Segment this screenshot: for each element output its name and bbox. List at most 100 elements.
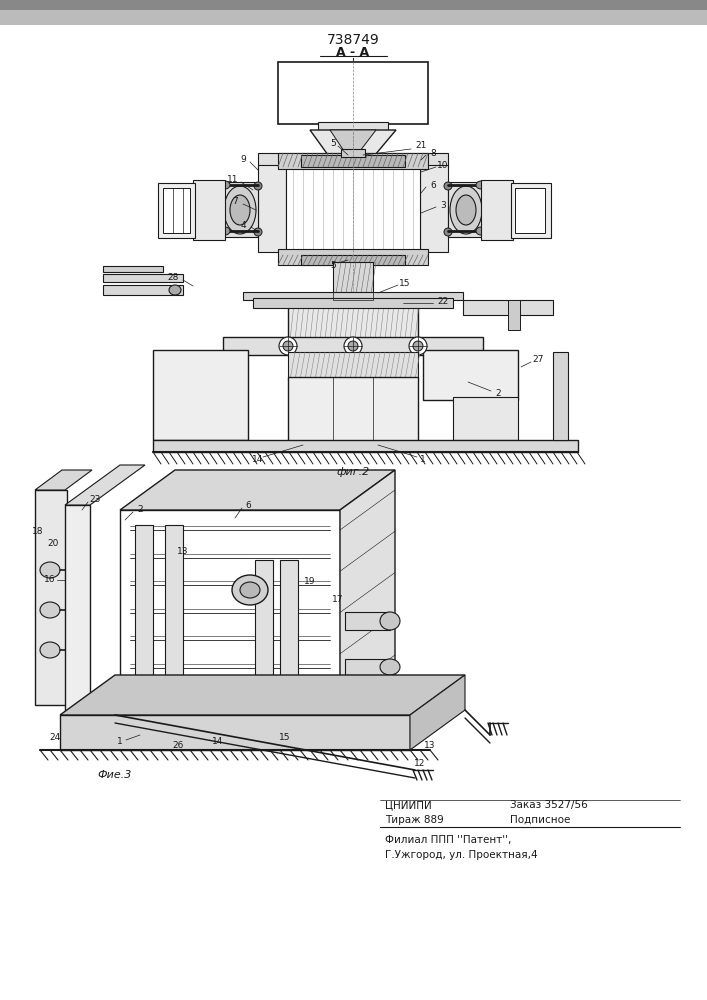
Polygon shape	[60, 675, 465, 715]
Text: 13: 13	[177, 548, 189, 556]
Text: 13: 13	[424, 740, 436, 750]
Bar	[193, 180, 225, 240]
Polygon shape	[410, 675, 465, 750]
Ellipse shape	[240, 582, 260, 598]
Text: 11: 11	[227, 176, 239, 184]
Ellipse shape	[380, 659, 400, 675]
Bar	[158, 183, 195, 238]
Ellipse shape	[413, 341, 423, 351]
Text: ЦНИИПИ: ЦНИИПИ	[385, 800, 432, 810]
Bar	[318, 122, 388, 130]
Text: 10: 10	[437, 160, 449, 169]
Ellipse shape	[169, 285, 181, 295]
Bar	[515, 188, 545, 233]
Bar	[135, 525, 153, 700]
Text: 8: 8	[430, 148, 436, 157]
Bar	[288, 352, 418, 380]
Text: 2: 2	[495, 388, 501, 397]
Bar	[0, 0, 707, 10]
Text: 1: 1	[420, 456, 426, 464]
Text: 23: 23	[89, 495, 100, 504]
Bar	[253, 298, 453, 308]
Bar	[280, 560, 298, 685]
Text: 738749: 738749	[327, 33, 380, 47]
Text: 28: 28	[168, 273, 179, 282]
Bar	[453, 397, 518, 440]
Text: 14: 14	[212, 738, 223, 746]
Text: 1: 1	[117, 738, 123, 746]
Text: 15: 15	[279, 734, 291, 742]
Bar	[420, 165, 448, 252]
Bar	[60, 715, 410, 750]
Text: 15: 15	[399, 278, 411, 288]
Ellipse shape	[230, 195, 250, 225]
Ellipse shape	[254, 228, 262, 236]
Bar	[35, 490, 67, 705]
Bar	[153, 440, 578, 452]
Text: Тираж 889: Тираж 889	[385, 815, 444, 825]
Polygon shape	[35, 470, 92, 490]
Bar	[258, 153, 448, 167]
Bar	[286, 165, 420, 252]
Text: Подписное: Подписное	[510, 815, 571, 825]
Text: 16: 16	[45, 576, 56, 584]
Text: 14: 14	[252, 456, 264, 464]
Text: Филиал ППП ''Патент'',: Филиал ППП ''Патент'',	[385, 835, 511, 845]
Ellipse shape	[40, 562, 60, 578]
Text: 26: 26	[173, 740, 184, 750]
Ellipse shape	[348, 341, 358, 351]
Text: Г.Ужгород, ул. Проектная,4: Г.Ужгород, ул. Проектная,4	[385, 850, 537, 860]
Ellipse shape	[224, 186, 256, 234]
Bar	[511, 183, 551, 238]
Text: 21: 21	[415, 141, 427, 150]
Text: 27: 27	[532, 356, 544, 364]
Ellipse shape	[220, 227, 230, 235]
Ellipse shape	[444, 228, 452, 236]
Bar	[333, 262, 373, 300]
Text: 7: 7	[232, 198, 238, 207]
Bar	[508, 300, 520, 330]
Bar	[448, 182, 483, 237]
Ellipse shape	[450, 186, 482, 234]
Ellipse shape	[40, 602, 60, 618]
Text: 4: 4	[240, 221, 246, 230]
Bar	[103, 266, 163, 272]
Bar	[333, 262, 373, 300]
Bar	[553, 352, 568, 440]
Bar	[223, 337, 483, 355]
Bar	[165, 525, 183, 700]
Bar	[341, 149, 365, 157]
Polygon shape	[340, 470, 395, 715]
Bar	[288, 377, 418, 442]
Text: 12: 12	[414, 758, 426, 768]
Ellipse shape	[476, 181, 486, 189]
Text: 22: 22	[438, 298, 449, 306]
Bar	[163, 188, 190, 233]
Bar	[103, 274, 183, 282]
Text: 18: 18	[33, 528, 44, 536]
Polygon shape	[330, 130, 376, 151]
Bar	[120, 510, 340, 715]
Text: 20: 20	[47, 538, 59, 548]
Bar	[223, 182, 258, 237]
Text: 5: 5	[330, 261, 336, 270]
Bar	[258, 165, 286, 252]
Polygon shape	[120, 470, 395, 510]
Text: Заказ 3527/56: Заказ 3527/56	[510, 800, 588, 810]
Text: Фие.3: Фие.3	[98, 770, 132, 780]
Text: 19: 19	[304, 578, 316, 586]
Bar	[463, 300, 553, 315]
Ellipse shape	[254, 182, 262, 190]
Text: 2: 2	[137, 506, 143, 514]
Text: 17: 17	[332, 595, 344, 604]
Polygon shape	[310, 130, 396, 155]
Text: 6: 6	[245, 500, 251, 510]
Bar	[232, 582, 268, 598]
Bar	[301, 255, 405, 265]
Ellipse shape	[232, 575, 268, 605]
Bar	[345, 612, 390, 630]
Ellipse shape	[344, 337, 362, 355]
Bar	[345, 659, 390, 675]
Text: 6: 6	[430, 180, 436, 190]
Ellipse shape	[456, 195, 476, 225]
